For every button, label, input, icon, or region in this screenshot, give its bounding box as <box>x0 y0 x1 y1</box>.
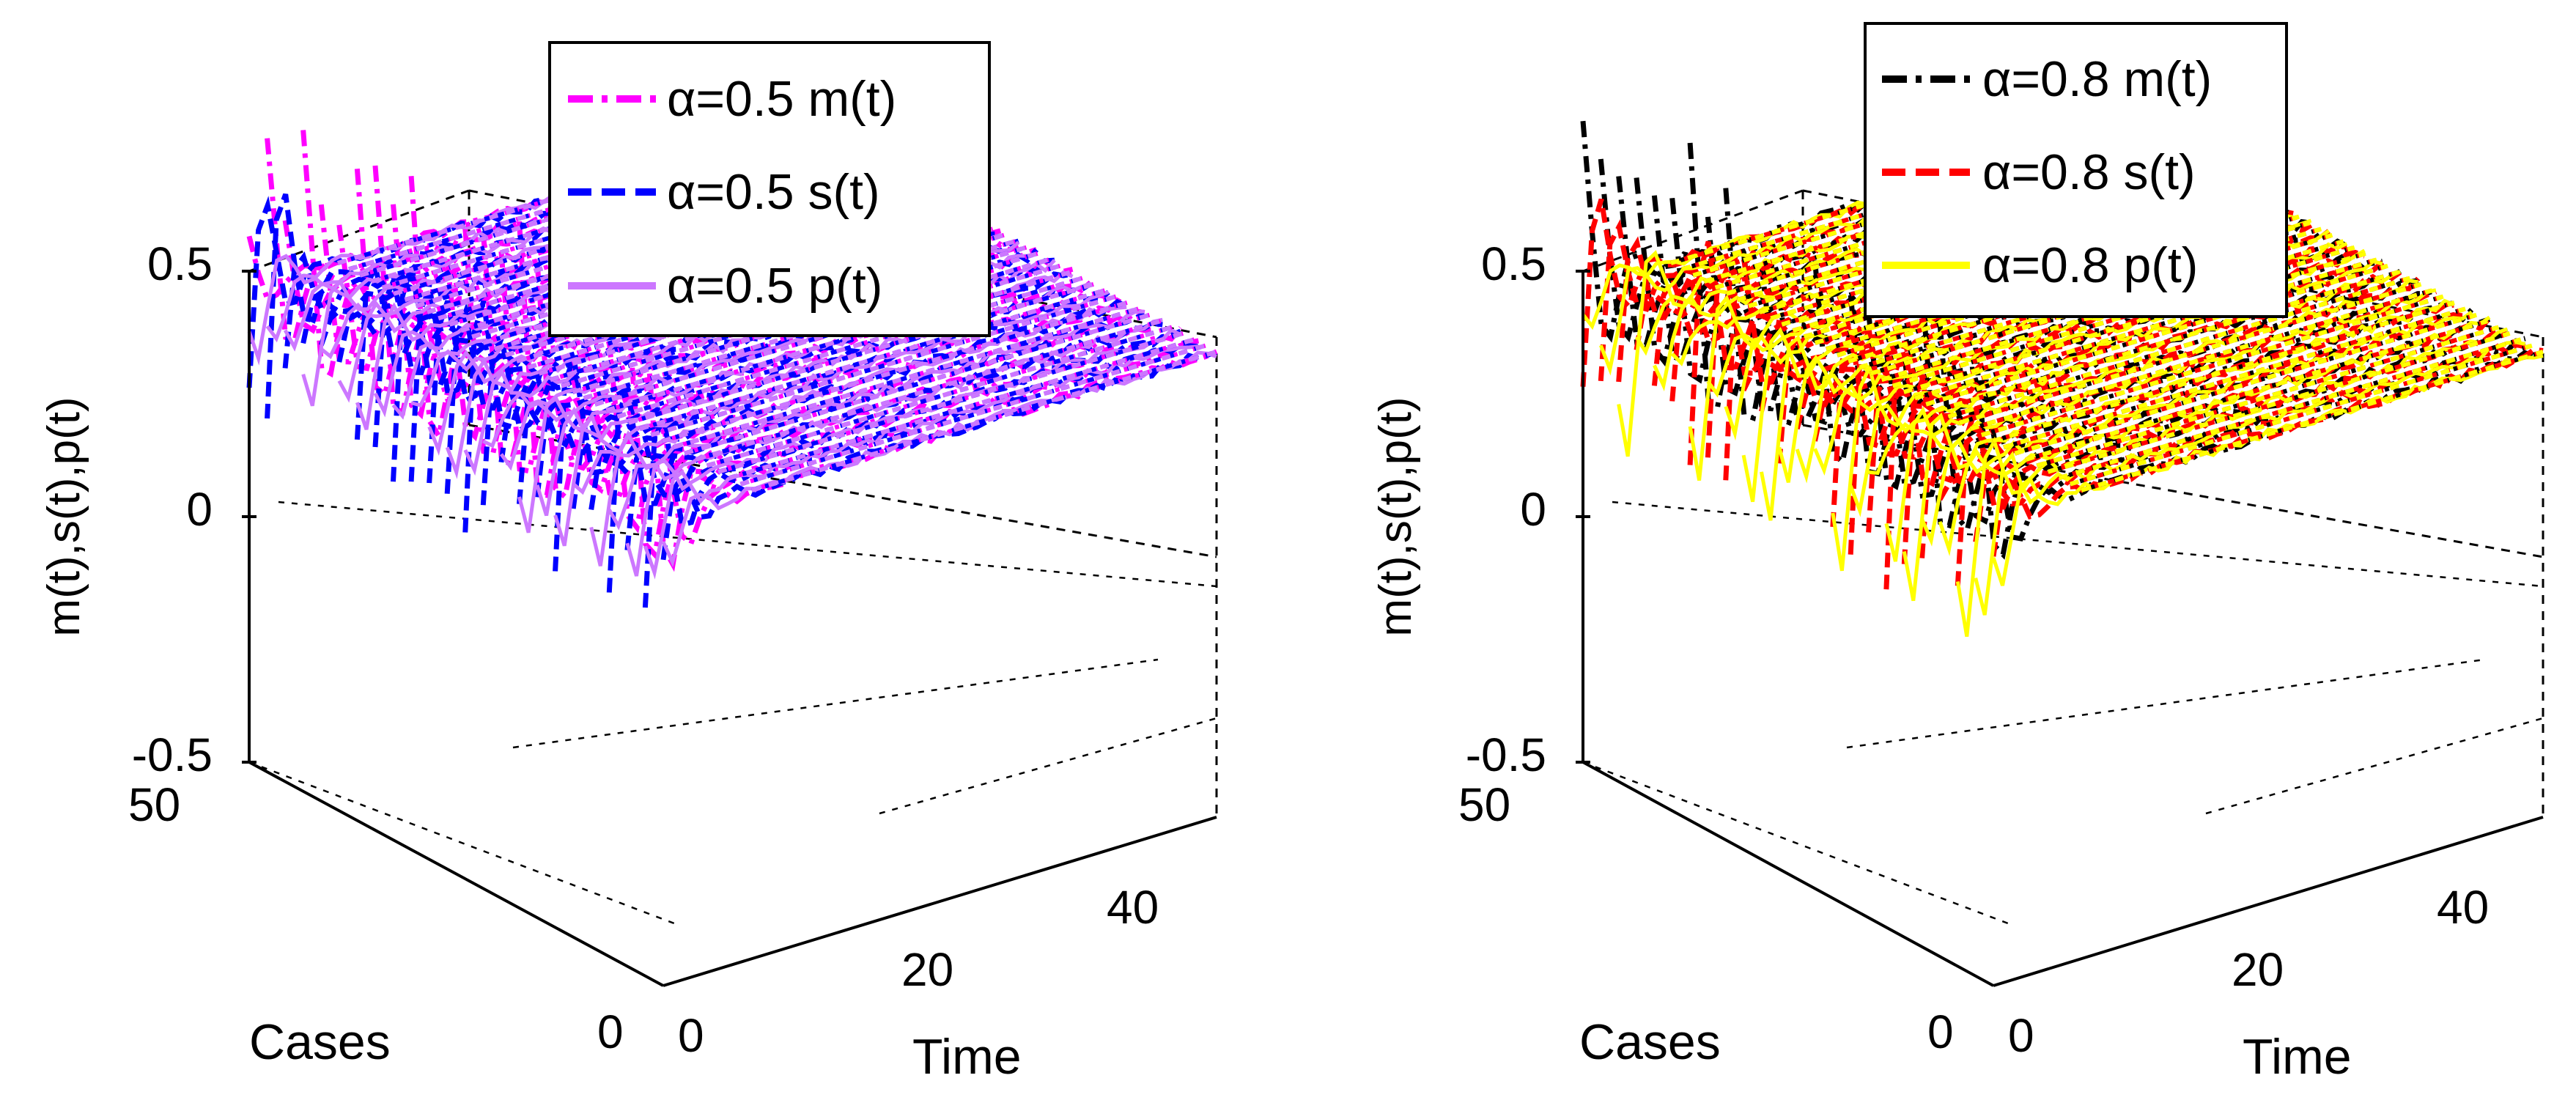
steady-line-1-1-36 <box>2070 343 2533 487</box>
chart-panel-right: 0.5 0 -0.5 50 0 0 20 40 Cases Time m(t),… <box>1370 22 2544 1085</box>
x-axis-label-left: Time <box>912 1029 1022 1085</box>
x-tick-0-left: 0 <box>678 1009 704 1062</box>
steady-line-1-1-25 <box>1947 276 2411 419</box>
z-tick-0-left: 0 <box>186 483 213 536</box>
steady-line-1-1-30 <box>2003 306 2466 450</box>
series-curve-0-2-16 <box>535 281 1091 517</box>
axes-solid-left <box>242 270 1217 987</box>
z-tick-0-right: 0 <box>1520 483 1546 536</box>
y-axis-label-right: Cases <box>1579 1014 1721 1070</box>
y-tick-0-left: 0 <box>597 1005 624 1058</box>
x-tick-20-right: 20 <box>2232 943 2284 996</box>
y-tick-0-right: 0 <box>1927 1005 1954 1058</box>
steady-line-1-0-22 <box>1914 257 2377 401</box>
steady-line-1-0-28 <box>1980 294 2444 438</box>
steady-line-1-1-35 <box>2058 337 2522 481</box>
steady-line-0-1-25 <box>616 276 1083 419</box>
z-tick-neg0.5-left: -0.5 <box>132 728 213 781</box>
x-tick-0-right: 0 <box>2008 1009 2034 1062</box>
steady-line-1-1-24 <box>1936 270 2400 413</box>
steady-line-0-1-28 <box>650 294 1117 438</box>
steady-line-1-1-34 <box>2047 331 2511 474</box>
steady-line-0-1-24 <box>605 270 1072 413</box>
steady-line-0-1-30 <box>673 306 1139 450</box>
x-axis-label-right: Time <box>2243 1029 2352 1085</box>
z-tick-neg0.5-right: -0.5 <box>1466 728 1546 781</box>
z-tick-0.5-right: 0.5 <box>1481 237 1546 290</box>
series-curve-0-1-21 <box>624 328 1182 551</box>
steady-line-1-1-26 <box>1958 281 2422 425</box>
legend-left: α=0.5 m(t) α=0.5 s(t) α=0.5 p(t) <box>548 41 991 337</box>
legend-label-m-right: α=0.8 m(t) <box>1982 51 2212 107</box>
steady-line-1-0-35 <box>2058 337 2522 481</box>
steady-line-0-1-27 <box>639 288 1106 432</box>
legend-label-p-left: α=0.5 p(t) <box>667 258 882 314</box>
steady-line-1-0-37 <box>2081 350 2544 492</box>
series-curve-0-1-19 <box>588 311 1146 510</box>
series-curve-1-0-21 <box>1955 328 2509 525</box>
steady-line-1-0-27 <box>1969 288 2433 432</box>
steady-line-0-1-35 <box>728 337 1195 481</box>
legend-label-m-left: α=0.5 m(t) <box>667 71 896 127</box>
steady-line-1-1-31 <box>2014 312 2478 456</box>
z-axis-label-left: m(t),s(t),p(t) <box>39 396 89 636</box>
steady-line-1-1-21 <box>1903 251 2366 394</box>
z-tick-0.5-left: 0.5 <box>147 237 213 290</box>
steady-line-1-0-36 <box>2070 343 2533 487</box>
steady-line-0-1-32 <box>695 319 1162 462</box>
x-tick-40-left: 40 <box>1107 881 1159 934</box>
series-curve-1-0-12 <box>1794 238 2348 426</box>
steady-line-1-0-29 <box>1992 300 2455 443</box>
series-curve-1-1-23 <box>1990 347 2544 557</box>
steady-line-1-0-31 <box>2014 312 2478 456</box>
legend-right: α=0.8 m(t) α=0.8 s(t) α=0.8 p(t) <box>1864 22 2288 318</box>
z-axis-label-right: m(t),s(t),p(t) <box>1370 396 1421 636</box>
steady-line-0-1-36 <box>739 343 1206 487</box>
steady-line-1-1-23 <box>1925 263 2388 407</box>
legend-label-p-right: α=0.8 p(t) <box>1982 237 2198 293</box>
steady-line-0-1-34 <box>717 331 1184 474</box>
grid-lines-left <box>248 501 1217 925</box>
legend-label-s-left: α=0.5 s(t) <box>667 164 880 220</box>
steady-line-1-0-33 <box>2036 325 2500 468</box>
steady-line-0-1-31 <box>684 312 1151 456</box>
steady-line-1-1-37 <box>2081 350 2544 492</box>
steady-line-1-0-21 <box>1903 251 2366 394</box>
series-curve-0-1-14 <box>498 257 1055 463</box>
steady-line-1-1-33 <box>2036 325 2500 468</box>
steady-line-1-0-25 <box>1947 276 2411 419</box>
series-curve-1-1-14 <box>1830 260 2385 528</box>
steady-line-1-0-26 <box>1958 281 2422 425</box>
y-tick-50-left: 50 <box>128 778 180 831</box>
legend-label-s-right: α=0.8 s(t) <box>1982 144 2196 200</box>
steady-line-1-1-28 <box>1980 294 2444 438</box>
series-curve-1-0-4 <box>1651 160 2204 363</box>
axes-solid-right <box>1576 270 2544 987</box>
y-axis-label-left: Cases <box>249 1014 391 1070</box>
steady-line-1-1-22 <box>1914 257 2377 401</box>
series-curve-1-2-23 <box>1991 354 2544 586</box>
series-curve-1-0-20 <box>1937 317 2491 535</box>
steady-line-1-1-27 <box>1969 288 2433 432</box>
y-tick-50-right: 50 <box>1458 778 1510 831</box>
steady-line-1-0-23 <box>1925 263 2388 407</box>
steady-line-1-1-29 <box>1992 300 2455 443</box>
steady-line-1-0-24 <box>1936 270 2400 413</box>
steady-line-0-1-37 <box>750 350 1217 492</box>
steady-line-0-1-29 <box>661 300 1128 443</box>
steady-line-1-0-30 <box>2003 306 2466 450</box>
steady-line-0-1-33 <box>706 325 1173 468</box>
steady-line-1-1-32 <box>2025 319 2489 462</box>
steady-line-1-0-34 <box>2047 331 2511 474</box>
x-tick-20-left: 20 <box>901 943 953 996</box>
chart-panel-left: 0.5 0 -0.5 50 0 0 20 40 Cases Time m(t),… <box>39 41 1218 1085</box>
steady-line-1-0-32 <box>2025 319 2489 462</box>
steady-line-0-1-26 <box>627 281 1094 425</box>
x-tick-40-right: 40 <box>2437 881 2489 934</box>
grid-lines-right <box>1582 501 2544 925</box>
